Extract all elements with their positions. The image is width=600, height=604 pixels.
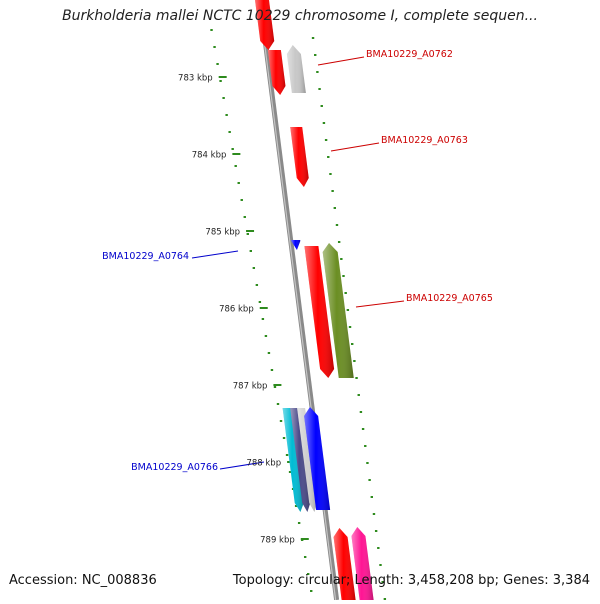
gene-label-leader xyxy=(330,142,380,152)
gene-label[interactable]: BMA10229_A0765 xyxy=(406,293,493,304)
gene-feature-shade xyxy=(282,408,304,512)
gene-feature-shade xyxy=(286,45,306,93)
gene-feature-shade xyxy=(333,528,356,600)
accession-text: Accession: NC_008836 xyxy=(9,573,157,588)
gene-feature-shade xyxy=(290,127,309,187)
gene-label-leader xyxy=(355,300,405,308)
scale-label: 787 kbp xyxy=(233,382,268,392)
gene-feature-shade xyxy=(351,527,374,600)
scale-label: 788 kbp xyxy=(246,459,281,469)
gene-label[interactable]: BMA10229_A0764 xyxy=(102,251,189,262)
gene-feature-shade xyxy=(297,408,318,512)
gene-label[interactable]: BMA10229_A0762 xyxy=(366,49,453,60)
gene-feature-shade xyxy=(304,407,331,510)
gene-feature-shade xyxy=(291,240,301,250)
scale-label: 789 kbp xyxy=(260,536,295,546)
gene-feature-shade xyxy=(304,246,335,378)
gene-feature-shade xyxy=(267,50,286,95)
genome-summary: Topology: circular; Length: 3,458,208 bp… xyxy=(232,573,590,588)
scale-label: 784 kbp xyxy=(192,151,227,161)
scale-label: 786 kbp xyxy=(219,305,254,315)
gene-label[interactable]: BMA10229_A0766 xyxy=(131,462,218,473)
gene-feature-shade xyxy=(322,243,354,378)
label-leaders xyxy=(191,56,405,470)
gene-label-leader xyxy=(191,250,239,259)
scale-ticks xyxy=(210,29,387,600)
gene-label-leader xyxy=(317,56,365,66)
labels: 783 kbp 784 kbp 785 kbp 786 kbp 787 kbp 788 k… xyxy=(102,49,493,546)
gene-label[interactable]: BMA10229_A0763 xyxy=(381,135,468,146)
gene-label-leader xyxy=(219,461,265,470)
scale-label: 785 kbp xyxy=(205,228,240,238)
gene-feature-shade xyxy=(290,408,311,512)
map-title: Burkholderia mallei NCTC 10229 chromosom… xyxy=(62,8,538,24)
gene-features xyxy=(255,0,374,600)
gene-feature-shade xyxy=(255,0,275,50)
scale-label: 783 kbp xyxy=(178,74,213,84)
